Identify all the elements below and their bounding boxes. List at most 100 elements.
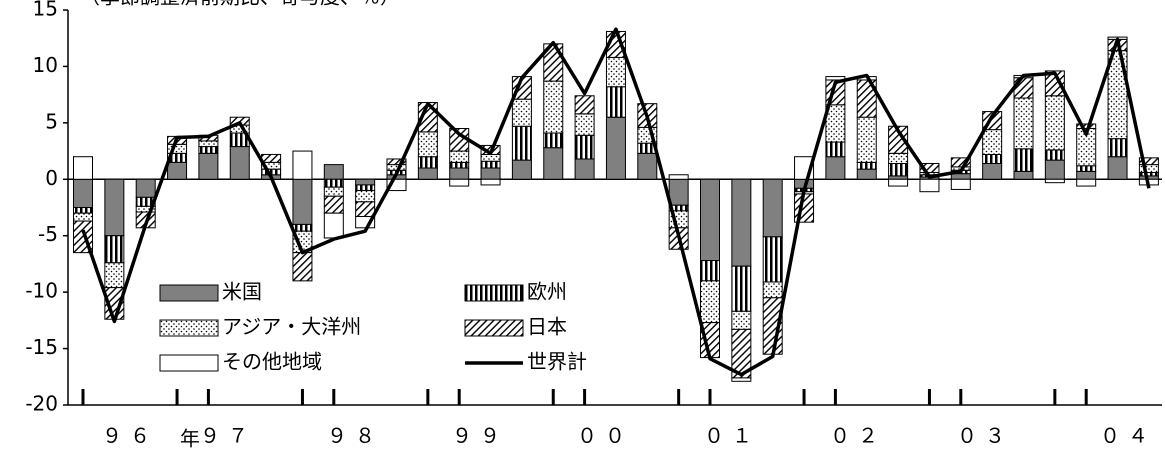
bar-segment [856, 168, 877, 180]
bar-segment [762, 178, 783, 238]
bar-segment [386, 158, 407, 166]
bar-segment [574, 134, 595, 160]
bar-segment [449, 178, 470, 187]
bar-segment [762, 236, 783, 283]
bar-segment [135, 178, 156, 198]
bar-segment [449, 167, 470, 180]
bar-segment [104, 235, 125, 264]
bar-segment [1044, 178, 1065, 184]
bar-segment [574, 158, 595, 180]
year-label: ９６ [102, 424, 158, 448]
bar-segment [574, 95, 595, 115]
year-label: ０２ [830, 424, 886, 448]
bar-segment [511, 98, 532, 127]
year-label: ０１ [704, 424, 760, 448]
bar-segment [888, 175, 909, 180]
bar-segment [292, 223, 313, 232]
bar-segment [543, 132, 564, 149]
bar-segment [1076, 170, 1097, 180]
bar-segment [449, 150, 470, 163]
bar-segment [1044, 95, 1065, 151]
bar-segment [950, 173, 971, 180]
bar-segment [762, 281, 783, 299]
bar-segment [229, 146, 250, 180]
bar-segment [480, 167, 501, 180]
y-tick-label: -15 [25, 335, 58, 359]
bar-segment [1013, 148, 1034, 172]
bar-segment [888, 152, 909, 164]
bar-segment [292, 178, 313, 225]
bar-segment [1013, 77, 1034, 99]
bar-segment [1044, 70, 1065, 97]
bar-segment [543, 147, 564, 180]
bar-segment [323, 164, 344, 180]
legend-label: その他地域 [222, 350, 322, 374]
legend-swatch [159, 319, 219, 337]
bar-segment [292, 252, 313, 282]
bar-segment [574, 113, 595, 136]
bar-segment [417, 131, 438, 158]
legend-label: アジア・大洋州 [222, 315, 361, 339]
bar-segment [825, 141, 846, 158]
line-series [81, 27, 1151, 377]
bar-segment [355, 178, 376, 186]
bar-segment [825, 76, 846, 81]
bar-segment [1044, 159, 1065, 180]
bar-segment [1138, 175, 1159, 180]
legend-label: 日本 [527, 315, 567, 339]
bar-segment [1107, 156, 1128, 180]
bar-segment [731, 178, 752, 267]
legend-label: 米国 [222, 280, 262, 304]
bar-segment [637, 152, 658, 180]
bar-segment [825, 156, 846, 180]
bar-segment [511, 159, 532, 180]
bar-segment [355, 190, 376, 203]
bar-segment [323, 212, 344, 239]
bar-segment [73, 212, 93, 222]
bar-segment [982, 153, 1003, 164]
y-tick-label: -20 [25, 392, 58, 416]
legend-swatch [464, 284, 524, 302]
bar-segment [386, 178, 407, 192]
bar-segment [73, 156, 93, 180]
bar-segment [198, 140, 219, 148]
year-label: ９８ [327, 424, 383, 448]
bar-segment [888, 178, 909, 187]
bar-segment [167, 161, 188, 180]
bar-segment [355, 201, 376, 218]
legend-label: 欧州 [527, 280, 567, 304]
bar-segment [919, 178, 940, 193]
bar-segment [605, 116, 626, 180]
bar-segment [292, 150, 313, 180]
legend-swatch [464, 319, 524, 337]
bar-segment [700, 260, 720, 282]
bar-segment [73, 178, 93, 209]
bar-segment [417, 156, 438, 169]
bar-segment [700, 178, 720, 262]
y-tick-label: 15 [33, 0, 58, 21]
bar-segment [1044, 149, 1065, 161]
bar-segment [449, 161, 470, 169]
bar-segment [323, 186, 344, 197]
bar-segment [480, 160, 501, 169]
bar-segment [1013, 170, 1034, 180]
year-label: ００ [577, 424, 633, 448]
bar-segment [417, 167, 438, 180]
bar-segment [731, 377, 752, 382]
bar-segment [888, 125, 909, 154]
bar-segment [605, 86, 626, 118]
bar-segment [323, 195, 344, 214]
bar-segment [731, 265, 752, 312]
bar-segment [1013, 97, 1034, 150]
year-label: ０３ [957, 424, 1013, 448]
bar-segment [355, 184, 376, 192]
bar-segment [261, 153, 282, 163]
year-label: 年 [180, 427, 200, 451]
year-label: ９７ [200, 424, 256, 448]
bar-segment [480, 153, 501, 162]
bar-segment [731, 310, 752, 330]
year-label: ０４ [1100, 424, 1156, 448]
y-tick-label: 5 [45, 109, 58, 133]
bar-segment [104, 178, 125, 237]
